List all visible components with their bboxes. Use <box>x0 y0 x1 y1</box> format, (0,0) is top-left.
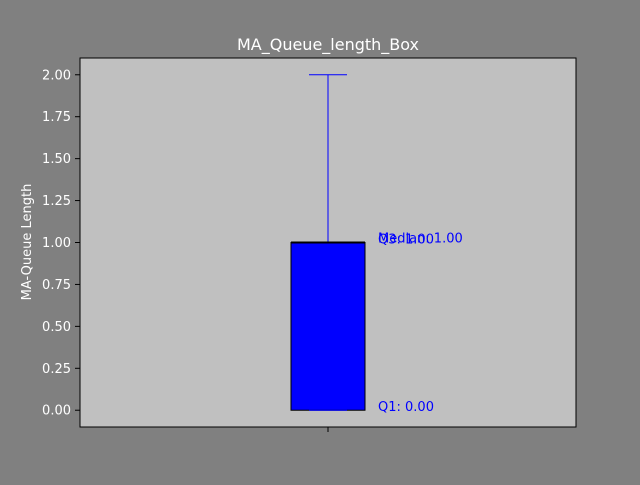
iqr-box <box>290 242 366 411</box>
y-axis-ticks: 0.00 0.25 0.50 0.75 1.00 1.25 1.50 1.75 2.00 <box>42 68 80 419</box>
median-annotation: Median: 1.00 <box>378 232 463 247</box>
q3-annotation: Q3: 1.00 <box>378 233 434 248</box>
y-tick-label: 1.25 <box>42 194 71 209</box>
box-plot <box>290 74 366 411</box>
y-tick-label: 0.75 <box>42 278 71 293</box>
y-tick-label: 2.00 <box>42 68 71 83</box>
q1-annotation: Q1: 0.00 <box>378 400 434 415</box>
y-tick-label: 1.75 <box>42 110 71 125</box>
y-tick-label: 0.25 <box>42 362 71 377</box>
y-tick-label: 1.50 <box>42 152 71 167</box>
chart-title: MA_Queue_length_Box <box>237 35 419 55</box>
y-tick-label: 0.50 <box>42 320 71 335</box>
y-tick-label: 1.00 <box>42 236 71 251</box>
y-axis-label: MA-Queue Length <box>20 184 35 301</box>
y-tick-label: 0.00 <box>42 404 71 419</box>
